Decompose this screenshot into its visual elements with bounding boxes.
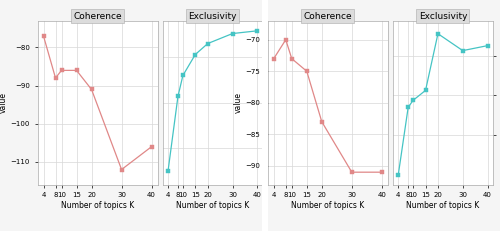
X-axis label: Number of topics K: Number of topics K — [61, 201, 134, 210]
Y-axis label: value: value — [234, 92, 242, 113]
X-axis label: Number of topics K: Number of topics K — [176, 201, 250, 210]
Title: Exclusivity: Exclusivity — [418, 12, 467, 21]
Title: Exclusivity: Exclusivity — [188, 12, 237, 21]
Title: Coherence: Coherence — [73, 12, 122, 21]
Y-axis label: value: value — [0, 92, 8, 113]
X-axis label: Number of topics K: Number of topics K — [291, 201, 364, 210]
Title: Coherence: Coherence — [304, 12, 352, 21]
X-axis label: Number of topics K: Number of topics K — [406, 201, 480, 210]
